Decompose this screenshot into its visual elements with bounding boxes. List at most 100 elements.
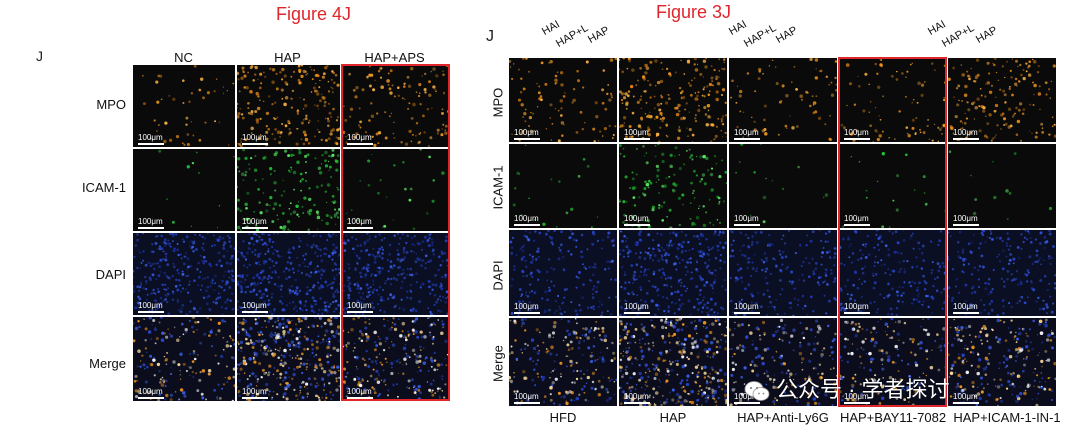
signal-dot xyxy=(232,82,235,85)
signal-dot xyxy=(243,218,246,221)
signal-dot xyxy=(359,287,363,290)
signal-dot xyxy=(677,231,679,234)
signal-dot xyxy=(165,393,169,398)
signal-dot xyxy=(712,378,715,381)
signal-dot xyxy=(423,72,427,76)
signal-dot xyxy=(646,384,649,388)
signal-dot xyxy=(262,351,266,356)
signal-dot xyxy=(356,376,358,378)
signal-dot xyxy=(160,338,165,342)
signal-dot xyxy=(773,306,776,309)
signal-dot xyxy=(663,283,666,286)
signal-dot xyxy=(591,293,594,295)
signal-dot xyxy=(328,235,332,238)
signal-dot xyxy=(636,294,639,297)
signal-dot xyxy=(157,274,161,278)
signal-dot xyxy=(337,188,340,191)
signal-dot xyxy=(303,119,305,121)
signal-dot xyxy=(619,339,622,342)
signal-dot xyxy=(145,288,148,291)
signal-dot xyxy=(270,296,273,299)
signal-dot xyxy=(1020,282,1023,285)
signal-dot xyxy=(294,323,298,326)
signal-dot xyxy=(203,332,207,336)
signal-dot xyxy=(380,298,384,302)
left-image-panel: 100μm xyxy=(237,317,340,401)
signal-dot xyxy=(316,104,319,108)
signal-dot xyxy=(285,339,288,342)
signal-dot xyxy=(860,282,863,285)
signal-dot xyxy=(560,83,564,87)
signal-dot xyxy=(366,295,369,299)
signal-dot xyxy=(272,325,274,327)
signal-dot xyxy=(230,257,234,260)
signal-dot xyxy=(308,262,312,266)
signal-dot xyxy=(653,367,657,371)
signal-dot xyxy=(191,161,195,165)
signal-dot xyxy=(549,393,552,396)
signal-dot xyxy=(215,238,219,241)
signal-dot xyxy=(864,255,868,259)
signal-dot xyxy=(948,286,951,290)
signal-dot xyxy=(511,77,514,80)
signal-dot xyxy=(292,246,295,250)
signal-dot xyxy=(333,262,337,265)
signal-dot xyxy=(302,69,306,74)
signal-dot xyxy=(721,159,724,162)
signal-dot xyxy=(903,281,906,283)
signal-dot xyxy=(590,327,593,329)
signal-dot xyxy=(620,98,624,102)
signal-dot xyxy=(619,367,621,370)
signal-dot xyxy=(842,225,845,228)
signal-dot xyxy=(631,68,635,72)
signal-dot xyxy=(710,308,713,311)
signal-dot xyxy=(705,122,710,127)
signal-dot xyxy=(736,85,739,87)
signal-dot xyxy=(606,347,609,350)
signal-dot xyxy=(361,301,363,304)
signal-dot xyxy=(440,375,444,378)
signal-dot xyxy=(1035,254,1039,257)
scale-bar: 100μm xyxy=(514,129,540,140)
signal-dot xyxy=(900,294,903,297)
signal-dot xyxy=(596,239,600,243)
signal-dot xyxy=(655,115,659,119)
signal-dot xyxy=(645,161,649,165)
signal-dot xyxy=(134,326,139,331)
signal-dot xyxy=(430,323,433,326)
signal-dot xyxy=(598,334,601,337)
signal-dot xyxy=(513,390,516,393)
signal-dot xyxy=(375,344,379,347)
signal-dot xyxy=(667,305,671,308)
signal-dot xyxy=(544,82,548,86)
signal-dot xyxy=(244,138,248,142)
signal-dot xyxy=(369,374,373,378)
signal-dot xyxy=(230,292,234,296)
signal-dot xyxy=(722,246,725,249)
signal-dot xyxy=(323,334,327,337)
signal-dot xyxy=(908,281,911,284)
signal-dot xyxy=(662,296,664,298)
signal-dot xyxy=(217,383,220,387)
signal-dot xyxy=(1009,253,1012,256)
signal-dot xyxy=(359,383,363,388)
signal-dot xyxy=(706,264,710,268)
signal-dot xyxy=(296,127,298,130)
signal-dot xyxy=(168,333,171,335)
signal-dot xyxy=(379,361,382,364)
signal-dot xyxy=(685,382,690,387)
signal-dot xyxy=(262,276,266,279)
signal-dot xyxy=(414,358,418,361)
signal-dot xyxy=(164,294,167,296)
signal-dot xyxy=(152,358,156,362)
signal-dot xyxy=(325,201,328,204)
signal-dot xyxy=(393,305,396,309)
signal-dot xyxy=(614,125,617,128)
signal-dot xyxy=(559,99,564,103)
signal-dot xyxy=(317,108,319,110)
signal-dot xyxy=(931,297,935,301)
signal-dot xyxy=(686,287,689,290)
signal-dot xyxy=(444,339,448,343)
signal-dot xyxy=(133,321,135,325)
signal-dot xyxy=(259,252,262,255)
